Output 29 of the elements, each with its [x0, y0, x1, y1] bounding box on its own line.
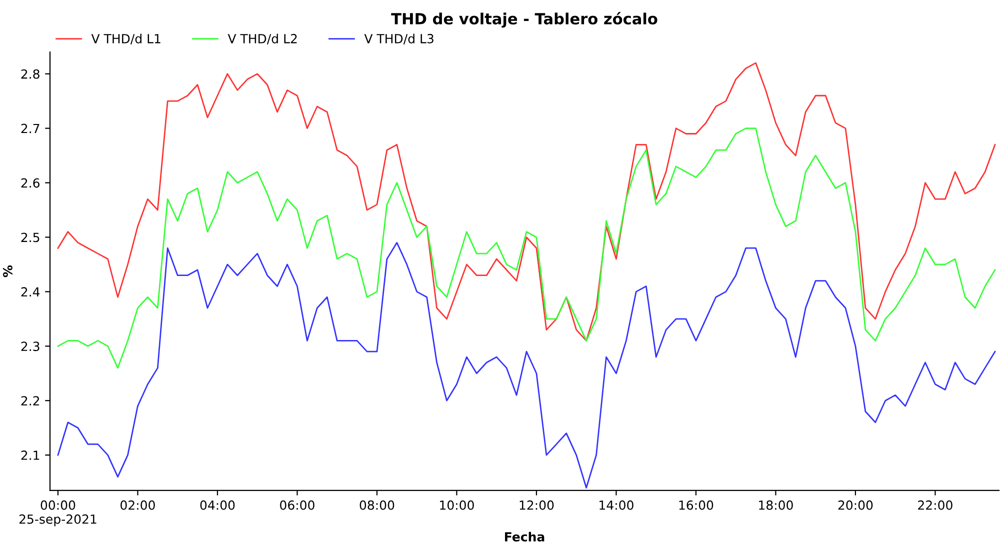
y-axis-title: %: [2, 265, 12, 278]
x-tick-label: 14:00: [600, 500, 634, 510]
x-tick-label: 12:00: [520, 500, 554, 510]
x-tick-label: 10:00: [440, 500, 474, 510]
y-tick-label: 2.1: [21, 450, 40, 460]
line-series: [57, 62, 996, 342]
y-tick-label: 2.4: [21, 287, 40, 296]
x-tick-label: 06:00: [280, 500, 314, 510]
line-series: [57, 128, 996, 369]
x-tick-label: 18:00: [759, 500, 793, 510]
x-tick-label: 04:00: [200, 500, 235, 510]
legend-label: V THD/d L1: [91, 34, 160, 44]
y-tick-label: 2.2: [21, 396, 40, 406]
legend-label: V THD/d L2: [228, 34, 297, 44]
y-tick-label: 2.8: [21, 69, 40, 79]
x-axis-title: Fecha: [505, 532, 544, 542]
x-tick-label: 16:00: [679, 500, 714, 510]
chart-title: THD de voltaje - Tablero zócalo: [391, 12, 658, 28]
x-tick-label: 22:00: [918, 500, 952, 510]
legend-label: V THD/d L3: [364, 34, 434, 44]
line-series: [57, 242, 996, 488]
y-tick-label: 2.7: [21, 124, 40, 134]
y-tick-label: 2.3: [21, 342, 40, 352]
y-tick-label: 2.6: [21, 178, 40, 188]
y-tick-label: 2.5: [21, 232, 40, 242]
x-tick-label: 00:00 25-sep-2021: [19, 500, 96, 526]
x-tick-label: 08:00: [360, 500, 394, 510]
x-tick-label: 02:00: [120, 500, 155, 510]
x-tick-label: 20:00: [838, 500, 873, 510]
